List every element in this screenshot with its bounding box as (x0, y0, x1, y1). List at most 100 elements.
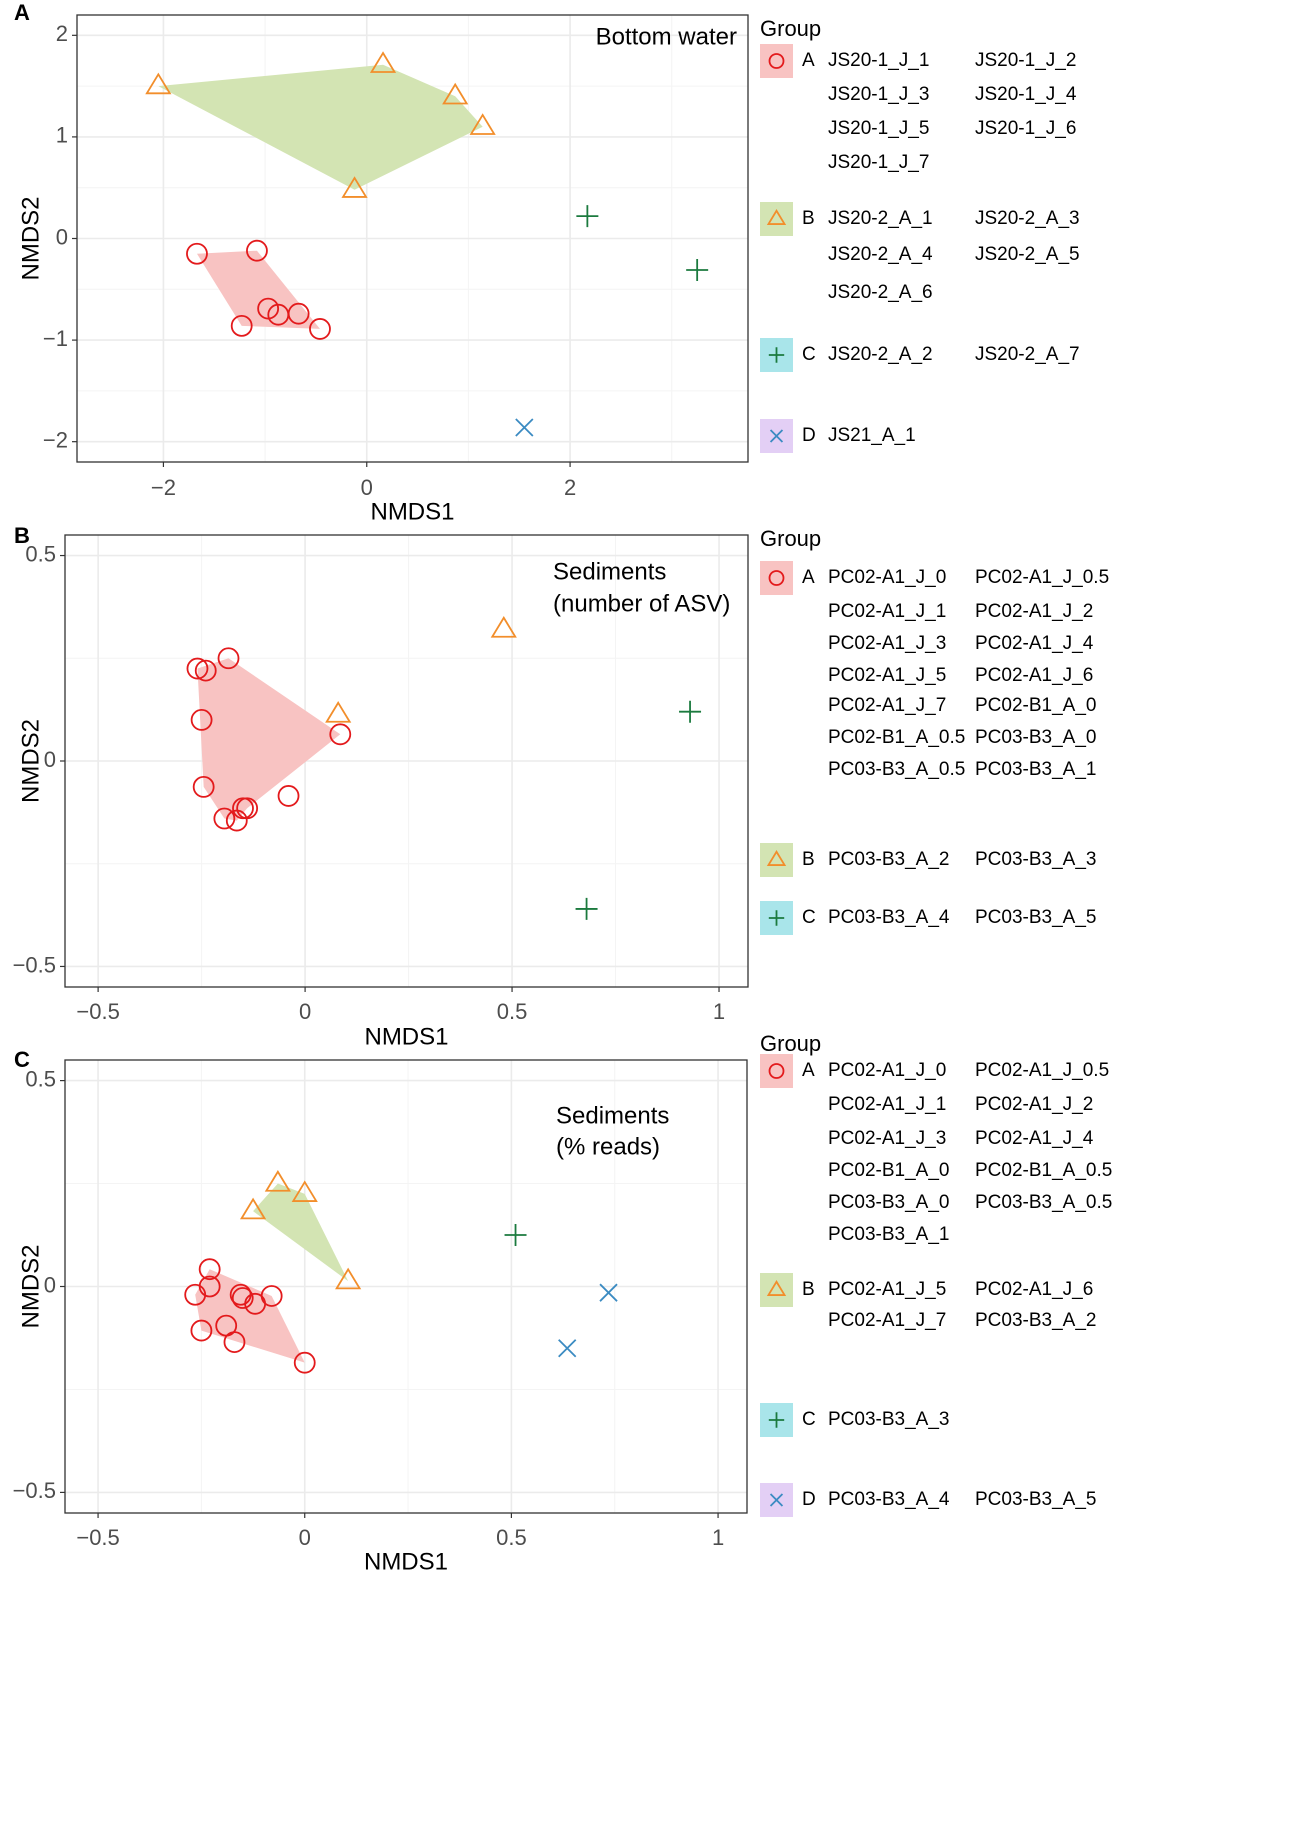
y-tick-label: −2 (43, 427, 68, 452)
x-axis-title: NMDS1 (370, 498, 454, 525)
legend-sample-label: JS20-2_A_4 (828, 244, 933, 265)
legend-group-label: D (802, 1489, 816, 1510)
legend-group-label: C (802, 1409, 816, 1430)
point-group-B (335, 1267, 362, 1290)
legend-sample-label: PC02-A1_J_7 (828, 695, 946, 716)
y-tick-label: 0.5 (25, 541, 56, 566)
legend: Group A PC02-A1_J_0 PC02-A1_J_0.5 PC02-A1_J_… (760, 526, 1109, 935)
point-group-A (217, 647, 240, 670)
legend-sample-label: PC02-A1_J_0 (828, 1060, 946, 1081)
panel-C: C −0.5 0 0.5 1 −0.5 0 0.5 NMDS1 NMDS2 Sediments (% … (13, 1031, 1113, 1576)
legend-sample-label: JS20-1_J_6 (975, 118, 1076, 139)
hull-group-B (158, 64, 483, 190)
point-group-A (244, 1292, 267, 1315)
legend-sample-label: PC02-A1_J_2 (975, 601, 1093, 622)
legend-sample-label: JS20-1_J_3 (828, 84, 929, 105)
panel-label: C (14, 1047, 30, 1072)
legend-sample-label: PC02-A1_J_0.5 (975, 567, 1109, 588)
series-group-D (515, 418, 534, 437)
legend-symbol-D (769, 1493, 784, 1507)
legend-sample-label: PC02-A1_J_5 (828, 665, 946, 686)
series-group-A (186, 239, 331, 340)
legend-key-A (760, 44, 793, 78)
legend-title: Group (760, 526, 821, 551)
point-group-D (515, 418, 534, 437)
point-group-A (194, 659, 217, 682)
series-group-C (576, 205, 709, 281)
x-tick-label: 0 (361, 475, 373, 500)
y-tick-label: −0.5 (13, 1478, 56, 1503)
legend-sample-label: PC03-B3_A_0 (975, 727, 1096, 748)
x-tick-label: 0.5 (497, 999, 528, 1024)
legend-symbol-A (768, 1063, 785, 1079)
point-group-A (190, 709, 213, 731)
legend-sample-label: PC03-B3_A_2 (828, 849, 949, 870)
legend-sample-label: PC02-B1_A_0.5 (828, 727, 965, 748)
panel-title: (number of ASV) (553, 590, 730, 617)
legend: Group A JS20-1_J_1 JS20-1_J_2 JS20-1_J_3 JS20… (760, 16, 1080, 453)
panel-A: A −2 0 2 −2 −1 0 1 2 NMDS1 NMDS2 Bottom water Group A… (14, 0, 1080, 525)
series-group-B (239, 1170, 362, 1290)
x-tick-label: −2 (151, 475, 176, 500)
panel-label: B (14, 523, 30, 548)
series-group-C (504, 1224, 527, 1247)
gridlines (65, 535, 748, 987)
legend-sample-label: JS20-2_A_2 (828, 344, 933, 365)
legend-sample-label: PC02-A1_J_7 (828, 1310, 946, 1331)
point-group-A (225, 809, 248, 832)
y-tick-label: −0.5 (13, 952, 56, 977)
legend-sample-label: PC02-B1_A_0 (828, 1160, 949, 1181)
legend-sample-label: PC03-B3_A_2 (975, 1310, 1096, 1331)
legend-sample-label: JS20-1_J_4 (975, 84, 1077, 105)
point-group-A (309, 318, 331, 340)
legend-key-B (760, 202, 793, 236)
panel-title: Bottom water (596, 23, 737, 50)
legend-group-label: C (802, 907, 816, 928)
legend-sample-label: PC02-A1_J_3 (828, 1128, 946, 1149)
legend-sample-label: PC03-B3_A_1 (975, 759, 1096, 780)
point-group-B (264, 1170, 291, 1192)
legend-sample-label: PC02-A1_J_2 (975, 1094, 1093, 1115)
x-tick-label: 0.5 (496, 1525, 527, 1550)
legend-symbol-D (769, 429, 784, 443)
legend-sample-label: PC02-A1_J_0.5 (975, 1060, 1109, 1081)
legend-sample-label: PC03-B3_A_3 (828, 1409, 949, 1430)
legend-sample-label: PC02-A1_J_0 (828, 567, 946, 588)
legend-title: Group (760, 1031, 821, 1056)
point-group-A (230, 314, 253, 337)
y-tick-label: 2 (56, 21, 68, 46)
point-group-A (293, 1351, 316, 1374)
legend-sample-label: JS20-1_J_5 (828, 118, 929, 139)
legend-group-label: A (802, 567, 815, 588)
point-group-C (575, 897, 598, 920)
legend-symbol-B (766, 209, 787, 225)
point-group-A (277, 785, 300, 807)
y-axis-title: NMDS2 (17, 719, 44, 803)
hull-group-A (197, 658, 341, 821)
legend-symbol-A (768, 570, 785, 586)
legend-sample-label: PC02-A1_J_6 (975, 665, 1093, 686)
legend-sample-label: JS20-1_J_2 (975, 50, 1076, 71)
point-group-C (679, 700, 702, 723)
y-tick-label: 0.5 (25, 1066, 56, 1091)
legend-group-label: A (802, 1060, 815, 1081)
legend-symbol-A (768, 53, 785, 69)
panel-title: (% reads) (556, 1133, 660, 1160)
legend-sample-label: PC02-A1_J_6 (975, 1279, 1093, 1300)
point-group-A (329, 723, 352, 746)
point-group-B (469, 113, 496, 135)
x-tick-label: 1 (713, 999, 725, 1024)
point-group-A (232, 797, 254, 820)
point-group-A (231, 1287, 254, 1309)
legend-sample-label: PC02-B1_A_0 (975, 695, 1096, 716)
legend-sample-label: PC02-B1_A_0.5 (975, 1160, 1112, 1181)
legend-group-label: C (802, 344, 816, 365)
point-group-B (442, 82, 469, 105)
legend-sample-label: PC02-A1_J_1 (828, 1094, 946, 1115)
x-axis-title: NMDS1 (364, 1548, 448, 1575)
legend-sample-label: JS21_A_1 (828, 425, 916, 446)
legend-sample-label: PC03-B3_A_3 (975, 849, 1096, 870)
legend-sample-label: JS20-2_A_3 (975, 208, 1080, 229)
legend-sample-label: PC02-A1_J_4 (975, 633, 1094, 654)
legend-key-A (760, 1054, 793, 1088)
